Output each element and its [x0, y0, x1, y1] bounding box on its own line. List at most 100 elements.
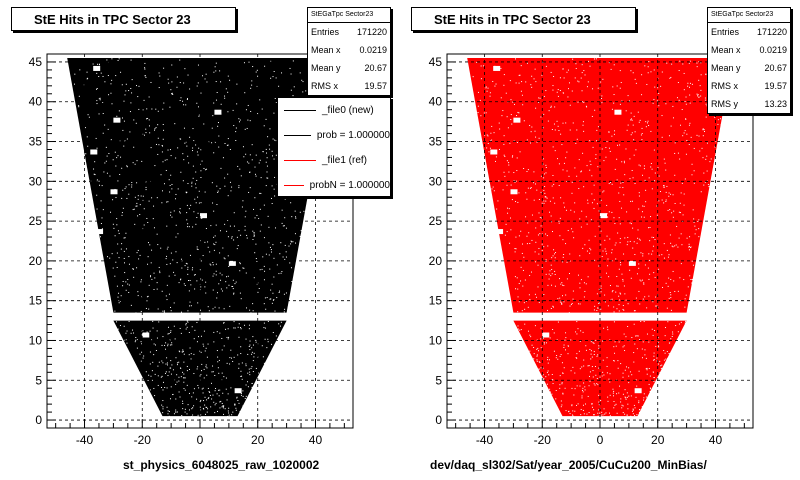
- hit-gap: [130, 332, 132, 334]
- hit-gap: [219, 401, 221, 403]
- hit-gap: [247, 104, 249, 106]
- hit-gap: [149, 363, 151, 365]
- hit-gap: [609, 381, 611, 383]
- hit-gap: [598, 210, 600, 212]
- hit-gap: [233, 321, 235, 323]
- hit-gap: [685, 96, 687, 98]
- hit-gap: [691, 278, 693, 280]
- hit-gap: [218, 146, 220, 148]
- hit-gap: [516, 157, 518, 159]
- hit-gap: [670, 125, 672, 127]
- hit-gap: [692, 209, 694, 211]
- hit-gap: [583, 365, 585, 367]
- hit-gap: [615, 242, 617, 244]
- hit-gap: [125, 186, 127, 188]
- hit-gap: [185, 191, 187, 193]
- hit-gap: [203, 368, 205, 370]
- hit-gap: [629, 222, 631, 224]
- hit-gap: [250, 87, 252, 89]
- hit-gap: [169, 398, 171, 400]
- hit-gap: [299, 72, 301, 74]
- hit-gap: [227, 195, 229, 197]
- hit-gap: [514, 248, 516, 250]
- hit-gap: [121, 212, 123, 214]
- hit-gap: [638, 290, 640, 292]
- hit-gap: [255, 341, 257, 343]
- hit-gap: [284, 217, 286, 219]
- hit-gap: [170, 386, 172, 388]
- hit-gap: [237, 399, 239, 401]
- left-title: StE Hits in TPC Sector 23: [34, 12, 191, 27]
- hit-gap: [276, 297, 278, 299]
- hit-gap: [162, 310, 164, 312]
- hit-gap: [238, 336, 240, 338]
- hit-gap: [197, 82, 199, 84]
- hit-gap: [586, 86, 588, 88]
- hit-gap: [284, 244, 286, 246]
- hit-gap: [519, 151, 521, 153]
- hit-gap: [132, 162, 134, 164]
- hit-gap: [216, 393, 218, 395]
- hit-gap: [579, 340, 581, 342]
- hit-gap: [631, 374, 633, 376]
- hit-gap: [596, 129, 598, 131]
- hit-gap: [704, 99, 706, 101]
- dead-pad: [96, 229, 104, 235]
- hit-gap: [194, 198, 196, 200]
- hit-gap: [123, 257, 125, 259]
- hit-gap: [166, 225, 168, 227]
- hit-gap: [536, 354, 538, 356]
- y-tick-label: 5: [35, 373, 42, 387]
- hit-gap: [616, 179, 618, 181]
- hit-gap: [278, 85, 280, 87]
- hit-gap: [678, 70, 680, 72]
- hit-gap: [557, 358, 559, 360]
- dead-pad: [496, 229, 504, 235]
- hit-gap: [274, 195, 276, 197]
- hit-gap: [536, 359, 538, 361]
- hit-gap: [273, 188, 275, 190]
- hit-gap: [227, 220, 229, 222]
- hit-gap: [292, 241, 294, 243]
- hit-gap: [696, 134, 698, 136]
- hit-gap: [601, 375, 603, 377]
- hit-gap: [651, 188, 653, 190]
- hit-gap: [602, 340, 604, 342]
- hit-gap: [542, 127, 544, 129]
- hit-gap: [608, 131, 610, 133]
- hit-gap: [127, 279, 129, 281]
- hit-gap: [552, 89, 554, 91]
- hit-gap: [561, 282, 563, 284]
- hit-gap: [681, 182, 683, 184]
- hit-gap: [593, 383, 595, 385]
- hit-gap: [102, 209, 104, 211]
- hit-gap: [212, 365, 214, 367]
- hit-gap: [139, 213, 141, 215]
- hit-gap: [556, 355, 558, 357]
- hit-gap: [705, 116, 707, 118]
- hit-gap: [628, 367, 630, 369]
- hit-gap: [613, 359, 615, 361]
- hit-gap: [123, 325, 125, 327]
- hit-gap: [545, 200, 547, 202]
- hit-gap: [260, 192, 262, 194]
- hit-gap: [550, 215, 552, 217]
- y-tick-label: 45: [29, 55, 43, 69]
- hit-gap: [221, 406, 223, 408]
- hit-gap: [154, 277, 156, 279]
- hit-gap: [170, 367, 172, 369]
- hit-gap: [112, 159, 114, 161]
- hit-gap: [259, 192, 261, 194]
- hit-gap: [530, 187, 532, 189]
- hit-gap: [705, 73, 707, 75]
- hit-gap: [619, 223, 621, 225]
- hit-gap: [94, 174, 96, 176]
- right-title-box: StE Hits in TPC Sector 23: [411, 7, 636, 31]
- hit-gap: [114, 275, 116, 277]
- hit-gap: [151, 108, 153, 110]
- hit-gap: [128, 263, 130, 265]
- hit-gap: [590, 353, 592, 355]
- hit-gap: [283, 311, 285, 313]
- hit-gap: [630, 415, 632, 417]
- hit-gap: [204, 78, 206, 80]
